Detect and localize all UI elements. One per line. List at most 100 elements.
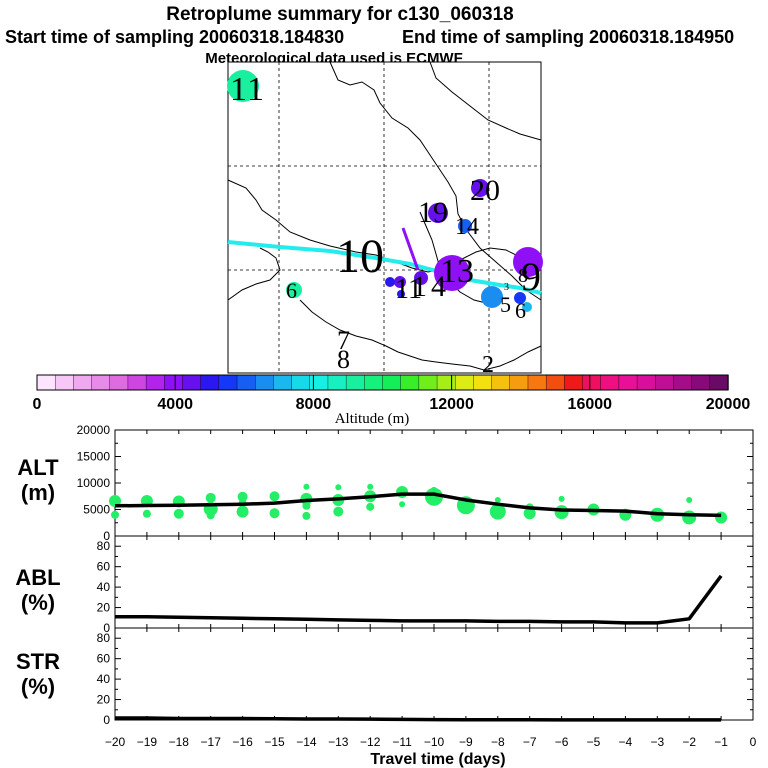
x-axis-label: Travel time (days) bbox=[370, 751, 505, 768]
alt-scatter-point bbox=[111, 510, 119, 519]
y-tick-label: 10000 bbox=[77, 476, 111, 490]
y-tick-label: 20 bbox=[97, 601, 111, 615]
alt-scatter-point bbox=[333, 506, 344, 517]
colorbar-cells bbox=[36, 374, 729, 391]
x-tick-label: −16 bbox=[232, 735, 253, 749]
colorbar-cell bbox=[309, 374, 329, 391]
day-label: 4 bbox=[431, 270, 446, 303]
alt-scatter-point bbox=[686, 496, 693, 503]
colorbar-cell bbox=[145, 374, 165, 391]
x-tick-label: −5 bbox=[587, 735, 601, 749]
colorbar-cell bbox=[636, 374, 656, 391]
colorbar-cell bbox=[709, 374, 729, 391]
colorbar-cell bbox=[127, 374, 147, 391]
alt-scatter-point bbox=[269, 508, 280, 519]
day-label: 8 bbox=[518, 265, 528, 287]
cluster-marker bbox=[471, 179, 489, 197]
colorbar-cell bbox=[655, 374, 675, 391]
day-label: 20 bbox=[470, 174, 500, 207]
day-label: 1 bbox=[247, 71, 264, 108]
day-label: 2 bbox=[482, 352, 494, 378]
y-tick-label: 20000 bbox=[77, 423, 111, 437]
cluster-marker bbox=[434, 255, 470, 291]
colorbar-cell bbox=[236, 374, 256, 391]
start-time-label: Start time of sampling 20060318.184830 bbox=[5, 27, 344, 47]
cluster-marker bbox=[286, 282, 302, 298]
alt-scatter-point bbox=[367, 483, 374, 490]
colorbar-tick-label: 8000 bbox=[296, 396, 332, 413]
panel-frame bbox=[114, 535, 754, 629]
day-label: 6 bbox=[515, 298, 526, 323]
x-tick-label: −2 bbox=[682, 735, 696, 749]
alt-scatter-point bbox=[489, 503, 506, 520]
abl-unit-label: (%) bbox=[21, 590, 55, 615]
day-label: 8 bbox=[337, 345, 350, 374]
alt-scatter-point bbox=[302, 511, 311, 520]
day-label: 3 bbox=[504, 282, 509, 293]
colorbar: 0 4000 8000 12000 16000 20000 Altitude (m) bbox=[33, 374, 751, 427]
cluster-marker bbox=[481, 286, 503, 308]
alt-scatter-point bbox=[425, 487, 443, 506]
cluster-marker bbox=[513, 247, 543, 277]
colorbar-cell bbox=[582, 374, 602, 391]
figure-title: Retroplume summary for c130_060318 bbox=[166, 4, 513, 25]
colorbar-tick-labels: 0 4000 8000 12000 16000 20000 bbox=[33, 375, 751, 413]
alt-scatter-point bbox=[206, 511, 215, 520]
colorbar-cell bbox=[273, 374, 293, 391]
day-label: 9 bbox=[521, 254, 541, 299]
x-tick-label: −9 bbox=[459, 735, 473, 749]
day-label: 1 bbox=[230, 71, 247, 108]
alt-scatter-point bbox=[237, 491, 248, 502]
colorbar-cell bbox=[400, 374, 420, 391]
day-label: 1 bbox=[412, 270, 427, 303]
colorbar-cell bbox=[436, 374, 456, 391]
cluster-marker bbox=[397, 290, 405, 298]
colorbar-cell bbox=[255, 374, 275, 391]
colorbar-cell bbox=[455, 374, 475, 391]
alt-scatter-point bbox=[399, 501, 406, 508]
colorbar-cell bbox=[54, 374, 75, 391]
day-label: 19 bbox=[418, 196, 448, 229]
colorbar-cell bbox=[91, 374, 111, 391]
colorbar-cell bbox=[545, 374, 566, 391]
colorbar-cell bbox=[364, 374, 384, 391]
y-tick-label: 0 bbox=[103, 713, 110, 727]
alt-scatter-point bbox=[303, 483, 310, 490]
colorbar-cell bbox=[218, 374, 238, 391]
end-time-label: End time of sampling 20060318.184950 bbox=[402, 27, 734, 47]
colorbar-cell bbox=[618, 374, 638, 391]
colorbar-cell bbox=[527, 374, 547, 391]
panel-abl: 0 20 40 60 80 bbox=[97, 535, 754, 635]
colorbar-cell bbox=[691, 374, 711, 391]
y-tick-label: 0 bbox=[103, 529, 110, 543]
colorbar-tick-label: 4000 bbox=[157, 396, 193, 413]
day-label: 6 bbox=[286, 278, 297, 303]
abl-series-line bbox=[115, 574, 723, 625]
x-tick-label: −1 bbox=[714, 735, 728, 749]
x-tick-label: −19 bbox=[137, 735, 158, 749]
alt-scatter-point bbox=[173, 508, 184, 519]
x-tick-label: −6 bbox=[555, 735, 569, 749]
y-tick-label: 0 bbox=[103, 621, 110, 635]
cluster-marker bbox=[522, 302, 532, 312]
x-tick-label: −20 bbox=[105, 735, 126, 749]
colorbar-cell bbox=[673, 374, 693, 391]
day-label: 7 bbox=[337, 326, 350, 355]
colorbar-tick-label: 20000 bbox=[706, 396, 751, 413]
colorbar-tick-label: 0 bbox=[33, 396, 42, 413]
day-label: 10 bbox=[336, 230, 384, 283]
alt-unit-label: (m) bbox=[21, 480, 55, 505]
cluster-marker bbox=[458, 219, 472, 233]
cluster-marker bbox=[394, 276, 406, 288]
alt-series-line bbox=[114, 492, 722, 518]
cluster-marker bbox=[401, 227, 420, 271]
colorbar-cell bbox=[327, 374, 347, 391]
colorbar-cell bbox=[473, 374, 493, 391]
x-tick-label: −12 bbox=[360, 735, 381, 749]
colorbar-title: Altitude (m) bbox=[335, 411, 410, 427]
time-series-panels: 05000100001500020000020406080020406080−2… bbox=[77, 423, 757, 749]
y-tick-label: 15000 bbox=[77, 450, 111, 464]
x-tick-label: −7 bbox=[523, 735, 537, 749]
y-tick-label: 60 bbox=[97, 560, 111, 574]
